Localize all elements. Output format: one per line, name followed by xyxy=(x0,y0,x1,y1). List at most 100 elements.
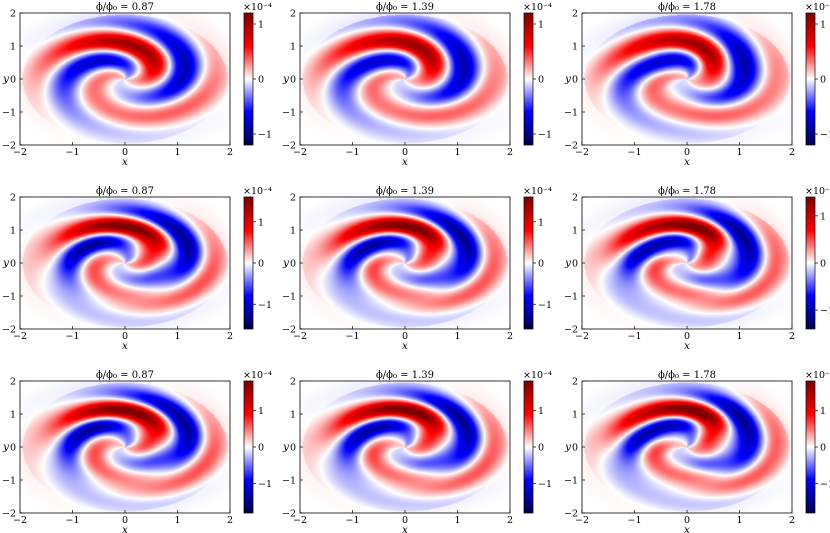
x-tick-label: 0 xyxy=(684,515,690,526)
x-tick-label: 2 xyxy=(227,331,233,342)
x-tick-label: −2 xyxy=(13,147,27,158)
x-tick-label: −1 xyxy=(65,331,79,342)
y-tick-label: 0 xyxy=(572,443,578,454)
x-axis-label: x xyxy=(684,524,690,533)
colorbar xyxy=(806,13,815,145)
x-tick-label: −2 xyxy=(13,515,27,526)
x-tick-label: −2 xyxy=(13,331,27,342)
y-tick-label: 0 xyxy=(572,75,578,86)
y-axis-label: y xyxy=(564,73,572,85)
colorbar-tick-label: 0 xyxy=(258,443,264,454)
plot-title: ϕ/ϕ₀ = 0.87 xyxy=(96,186,154,197)
y-tick-label: 0 xyxy=(290,443,296,454)
colorbar-tick-label: 1 xyxy=(538,20,544,31)
x-tick-label: 2 xyxy=(789,515,795,526)
x-tick-label: 1 xyxy=(174,515,180,526)
x-tick-label: 2 xyxy=(789,147,795,158)
y-tick-label: 2 xyxy=(10,193,16,204)
x-tick-label: −2 xyxy=(575,515,589,526)
x-tick-label: 0 xyxy=(684,147,690,158)
colorbar-exponent: ×10⁻⁴ xyxy=(805,2,830,13)
colorbar-exponent: ×10⁻⁴ xyxy=(243,2,272,13)
x-tick-label: −2 xyxy=(575,331,589,342)
x-tick-label: 0 xyxy=(684,331,690,342)
x-tick-label: 1 xyxy=(736,331,742,342)
y-tick-label: 0 xyxy=(290,75,296,86)
x-tick-label: −1 xyxy=(627,515,641,526)
colorbar-tick-label: −1 xyxy=(820,479,830,490)
y-tick-label: 2 xyxy=(290,193,296,204)
y-axis-label: y xyxy=(282,257,290,269)
colorbar-exponent: ×10⁻⁴ xyxy=(243,370,272,381)
subplot-1: ϕ/ϕ₀ = 0.87 −2 −1 0 1 2 −2 −1 0 1 2 x y ×10⁻⁴ 1 0 −1 xyxy=(2,2,272,168)
x-tick-label: 1 xyxy=(174,147,180,158)
colorbar-exponent: ×10⁻⁴ xyxy=(243,186,272,197)
heatmap-image xyxy=(300,13,510,145)
x-tick-label: 2 xyxy=(227,147,233,158)
colorbar-tick-label: 1 xyxy=(820,406,826,417)
x-tick-label: −1 xyxy=(345,147,359,158)
y-tick-label: −1 xyxy=(564,292,578,303)
subplot-4: ϕ/ϕ₀ = 0.87 −2 −1 0 1 2 −2 −1 0 1 2 x y ×10⁻⁴ 1 0 −1 xyxy=(2,186,272,352)
x-tick-label: −1 xyxy=(65,147,79,158)
x-axis-label: x xyxy=(122,340,128,352)
x-tick-label: 1 xyxy=(454,147,460,158)
colorbar-tick-label: 1 xyxy=(820,20,826,31)
x-tick-label: 1 xyxy=(174,331,180,342)
heatmap-image xyxy=(300,381,510,513)
y-tick-label: −2 xyxy=(2,325,16,336)
y-tick-label: 0 xyxy=(10,259,16,270)
x-tick-label: −1 xyxy=(65,515,79,526)
colorbar xyxy=(806,197,815,329)
x-tick-label: −1 xyxy=(627,147,641,158)
colorbar-tick-label: −1 xyxy=(538,479,552,490)
x-tick-label: 1 xyxy=(454,515,460,526)
y-tick-label: −2 xyxy=(2,141,16,152)
colorbar-tick-label: 0 xyxy=(538,443,544,454)
y-tick-label: 1 xyxy=(572,410,578,421)
y-tick-label: 2 xyxy=(572,9,578,20)
heatmap-image xyxy=(582,13,792,145)
x-tick-label: 0 xyxy=(402,515,408,526)
colorbar-tick-label: 0 xyxy=(820,75,826,86)
x-axis-label: x xyxy=(402,340,408,352)
y-axis-label: y xyxy=(564,257,572,269)
colorbar-exponent: ×10⁻⁴ xyxy=(523,2,552,13)
heatmap-image xyxy=(20,381,230,513)
x-tick-label: −1 xyxy=(345,515,359,526)
y-tick-label: 0 xyxy=(10,443,16,454)
y-tick-label: −2 xyxy=(2,509,16,520)
x-tick-label: 0 xyxy=(122,515,128,526)
x-axis-label: x xyxy=(402,524,408,533)
plot-title: ϕ/ϕ₀ = 1.39 xyxy=(376,2,434,13)
colorbar-tick-label: 0 xyxy=(258,259,264,270)
heatmap-image xyxy=(20,13,230,145)
colorbar-tick-label: −1 xyxy=(538,130,552,141)
y-tick-label: 1 xyxy=(10,410,16,421)
x-tick-label: 2 xyxy=(507,515,513,526)
y-tick-label: 1 xyxy=(572,42,578,53)
y-tick-label: −1 xyxy=(2,476,16,487)
colorbar-tick-label: 0 xyxy=(820,259,826,270)
colorbar-tick-label: 1 xyxy=(538,217,544,228)
subplot-9: ϕ/ϕ₀ = 1.78 −2 −1 0 1 2 −2 −1 0 1 2 x y ×10⁻⁴ 1 0 −1 xyxy=(564,370,830,533)
colorbar-tick-label: 0 xyxy=(258,75,264,86)
y-tick-label: −1 xyxy=(2,108,16,119)
colorbar-tick-label: −1 xyxy=(538,300,552,311)
colorbar-exponent: ×10⁻⁴ xyxy=(523,186,552,197)
colorbar xyxy=(524,13,533,145)
colorbar xyxy=(806,381,815,513)
plot-title: ϕ/ϕ₀ = 1.78 xyxy=(658,186,716,197)
colorbar-exponent: ×10⁻⁴ xyxy=(805,186,830,197)
x-tick-label: −2 xyxy=(293,515,307,526)
x-axis-label: x xyxy=(684,340,690,352)
y-tick-label: 1 xyxy=(290,410,296,421)
plot-title: ϕ/ϕ₀ = 1.39 xyxy=(376,370,434,381)
y-axis-label: y xyxy=(282,73,290,85)
heatmap-image xyxy=(300,197,510,329)
x-tick-label: −2 xyxy=(293,331,307,342)
colorbar-tick-label: 1 xyxy=(258,217,264,228)
colorbar-tick-label: −1 xyxy=(820,130,830,141)
colorbar-tick-label: −1 xyxy=(258,130,272,141)
